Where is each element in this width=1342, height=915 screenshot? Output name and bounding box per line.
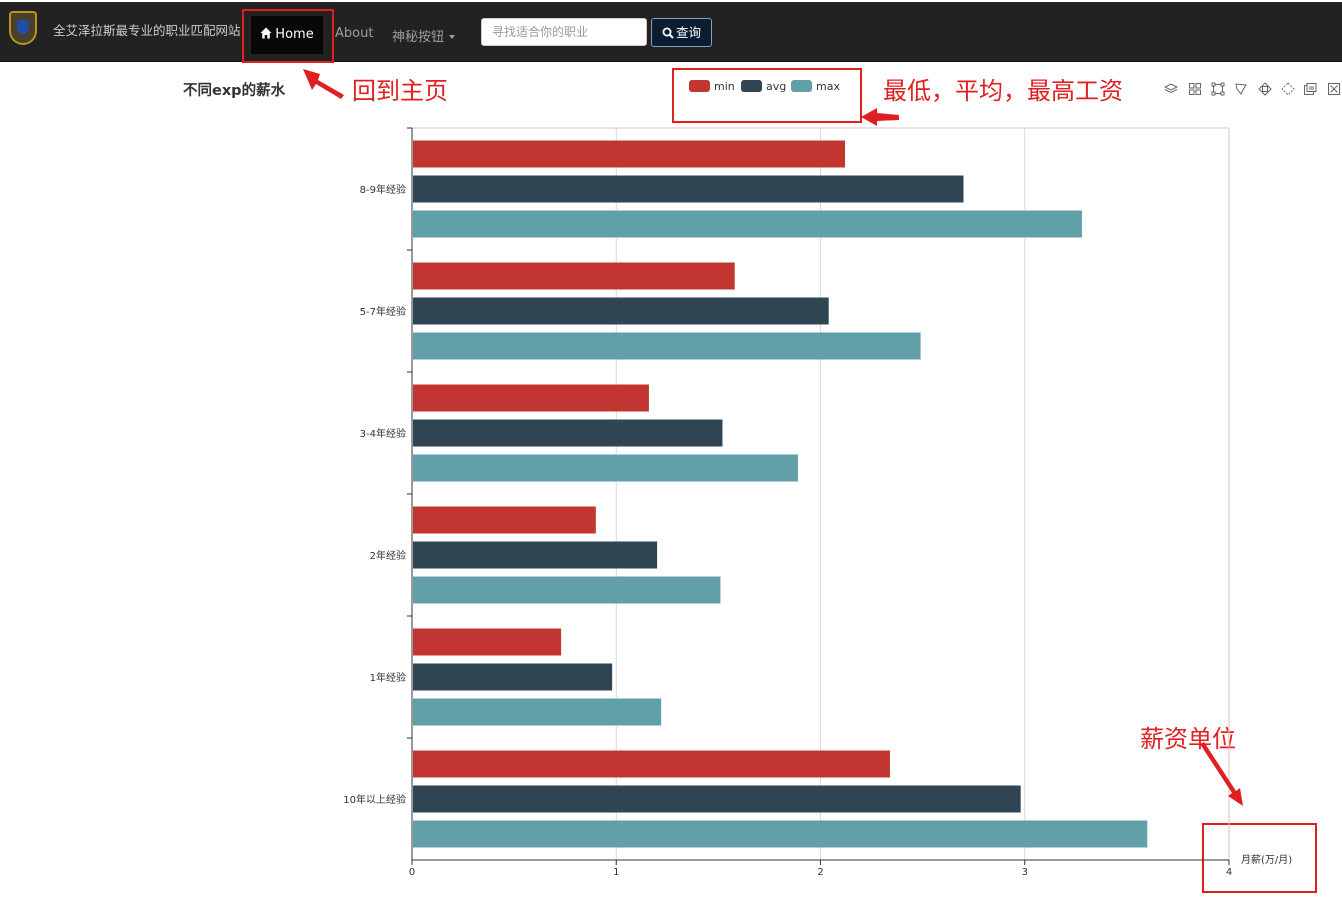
y-category-label: 5-7年经验	[360, 305, 406, 318]
legend-label-avg: avg	[766, 80, 787, 93]
y-category-label: 3-4年经验	[360, 427, 406, 440]
alliance-logo-icon[interactable]	[9, 11, 37, 45]
bar-min	[413, 628, 562, 656]
data-view-icon[interactable]	[1303, 82, 1317, 96]
legend-swatch-max	[791, 80, 812, 92]
bar-min	[413, 750, 890, 778]
caret-down-icon	[449, 35, 456, 39]
home-annotation-box	[242, 9, 334, 63]
bar-max	[413, 820, 1148, 848]
x-tick-label: 0	[409, 867, 415, 878]
bar-min	[413, 384, 649, 412]
home-arrow-icon	[303, 69, 344, 99]
nav-home-label: Home	[275, 27, 314, 42]
legend-label-max: max	[816, 80, 840, 93]
brand-title[interactable]: 全艾泽拉斯最专业的职业匹配网站	[53, 23, 241, 38]
nav-about-link[interactable]: About	[335, 26, 374, 41]
bar-avg	[413, 297, 829, 325]
bar-min	[413, 140, 846, 168]
bar-max	[413, 576, 721, 604]
home-icon	[260, 27, 272, 39]
y-category-label: 10年以上经验	[343, 793, 406, 806]
rect-select-icon[interactable]	[1211, 82, 1225, 96]
legend-item-min[interactable]: min	[689, 80, 735, 93]
search-input[interactable]	[481, 18, 647, 46]
bar-avg	[413, 419, 723, 447]
bar-avg	[413, 175, 964, 203]
nav-secret-label: 神秘按钮	[392, 30, 445, 45]
bar-avg	[413, 663, 613, 691]
y-category-label: 1年经验	[370, 671, 406, 684]
x-axis-name: 月薪(万/月)	[1241, 854, 1292, 866]
restore-icon[interactable]	[1327, 82, 1341, 96]
chart-title: 不同exp的薪水	[183, 83, 286, 99]
legend-swatch-min	[689, 80, 710, 92]
x-tick-label: 1	[613, 867, 619, 878]
lasso-icon[interactable]	[1234, 82, 1248, 96]
legend-item-max[interactable]: max	[791, 80, 840, 93]
y-category-label: 8-9年经验	[360, 183, 406, 196]
legend-arrow-icon	[861, 108, 899, 126]
bar-max	[413, 698, 662, 726]
annotation-arrows	[303, 69, 1243, 806]
legend-swatch-avg	[741, 80, 762, 92]
search-button[interactable]: 查询	[651, 18, 712, 47]
legend-annotation-box	[672, 68, 862, 123]
unit-arrow-icon	[1200, 742, 1243, 806]
x-tick-label: 3	[1022, 867, 1028, 878]
search-icon	[662, 27, 674, 39]
bar-max	[413, 454, 799, 482]
x-tick-label: 4	[1226, 867, 1232, 878]
clear-select-icon[interactable]	[1258, 82, 1272, 96]
bar-min	[413, 262, 735, 290]
bar-max	[413, 332, 921, 360]
stack-icon[interactable]	[1164, 82, 1178, 96]
y-category-label: 2年经验	[370, 549, 406, 562]
bar-avg	[413, 785, 1021, 813]
bar-avg	[413, 541, 658, 569]
tiled-icon[interactable]	[1188, 82, 1202, 96]
home-annotation-text: 回到主页	[352, 77, 448, 105]
search-button-label: 查询	[675, 25, 701, 40]
navbar: 全艾泽拉斯最专业的职业匹配网站 Home About 神秘按钮 查询	[0, 0, 1342, 62]
bar-max	[413, 210, 1082, 238]
nav-secret-dropdown[interactable]: 神秘按钮	[392, 26, 456, 45]
keep-select-icon[interactable]	[1281, 82, 1295, 96]
bar-min	[413, 506, 596, 534]
legend-annotation-text: 最低，平均，最高工资	[883, 77, 1123, 105]
nav-home-link[interactable]: Home	[251, 16, 323, 54]
legend-label-min: min	[714, 80, 735, 93]
x-tick-label: 2	[817, 867, 823, 878]
unit-annotation-box	[1202, 823, 1317, 893]
unit-annotation-text: 薪资单位	[1140, 725, 1236, 753]
legend-item-avg[interactable]: avg	[741, 80, 786, 93]
